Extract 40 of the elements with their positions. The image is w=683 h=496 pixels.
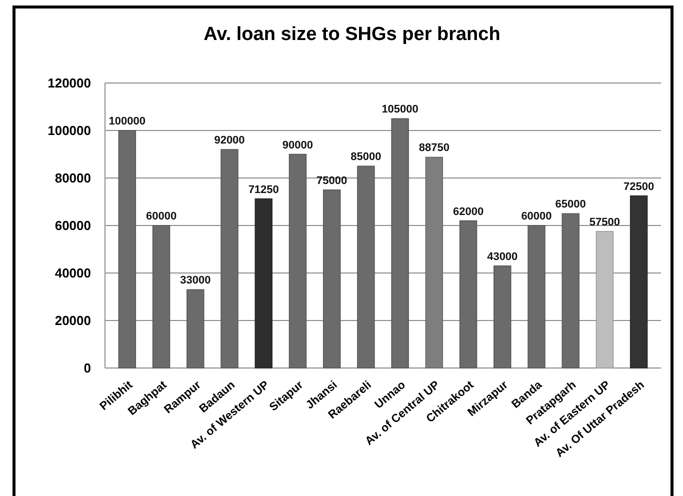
data-label: 60000 [521,210,552,222]
data-label: 85000 [350,151,382,164]
bar [118,130,136,368]
bar [322,189,341,368]
bar [630,195,648,368]
y-tick-label: 100000 [48,123,91,138]
data-label: 71250 [248,184,279,196]
data-label: 65000 [555,198,586,211]
data-label: 88750 [418,142,450,154]
bar [220,149,238,368]
y-tick-label: 120000 [48,76,91,91]
bar [254,198,272,368]
y-tick-label: 20000 [54,313,91,328]
y-tick-label: 40000 [54,266,91,281]
y-tick-label: 60000 [54,218,91,234]
y-tick-label: 0 [84,360,91,376]
bar [528,225,546,368]
data-label: 100000 [108,116,146,128]
data-label: 92000 [214,134,245,146]
data-label: 72500 [624,180,654,193]
bar [391,118,409,368]
data-label: 62000 [452,206,484,218]
data-label: 33000 [180,274,211,287]
data-label: 105000 [382,104,418,116]
data-label: 75000 [316,174,348,187]
data-label: 60000 [146,210,177,222]
y-tick-label: 80000 [54,170,91,186]
bar [357,166,375,368]
data-label: 90000 [282,139,314,152]
chart-title: Av. loan size to SHGs per branch [204,24,500,45]
data-label: 57500 [589,216,620,228]
data-label: 43000 [487,250,518,263]
bar [152,225,170,368]
bar [186,289,204,368]
bar [425,156,444,368]
bar [459,220,478,368]
bar [562,213,580,368]
bar [494,265,512,368]
bar [596,231,614,368]
bar [288,154,307,368]
